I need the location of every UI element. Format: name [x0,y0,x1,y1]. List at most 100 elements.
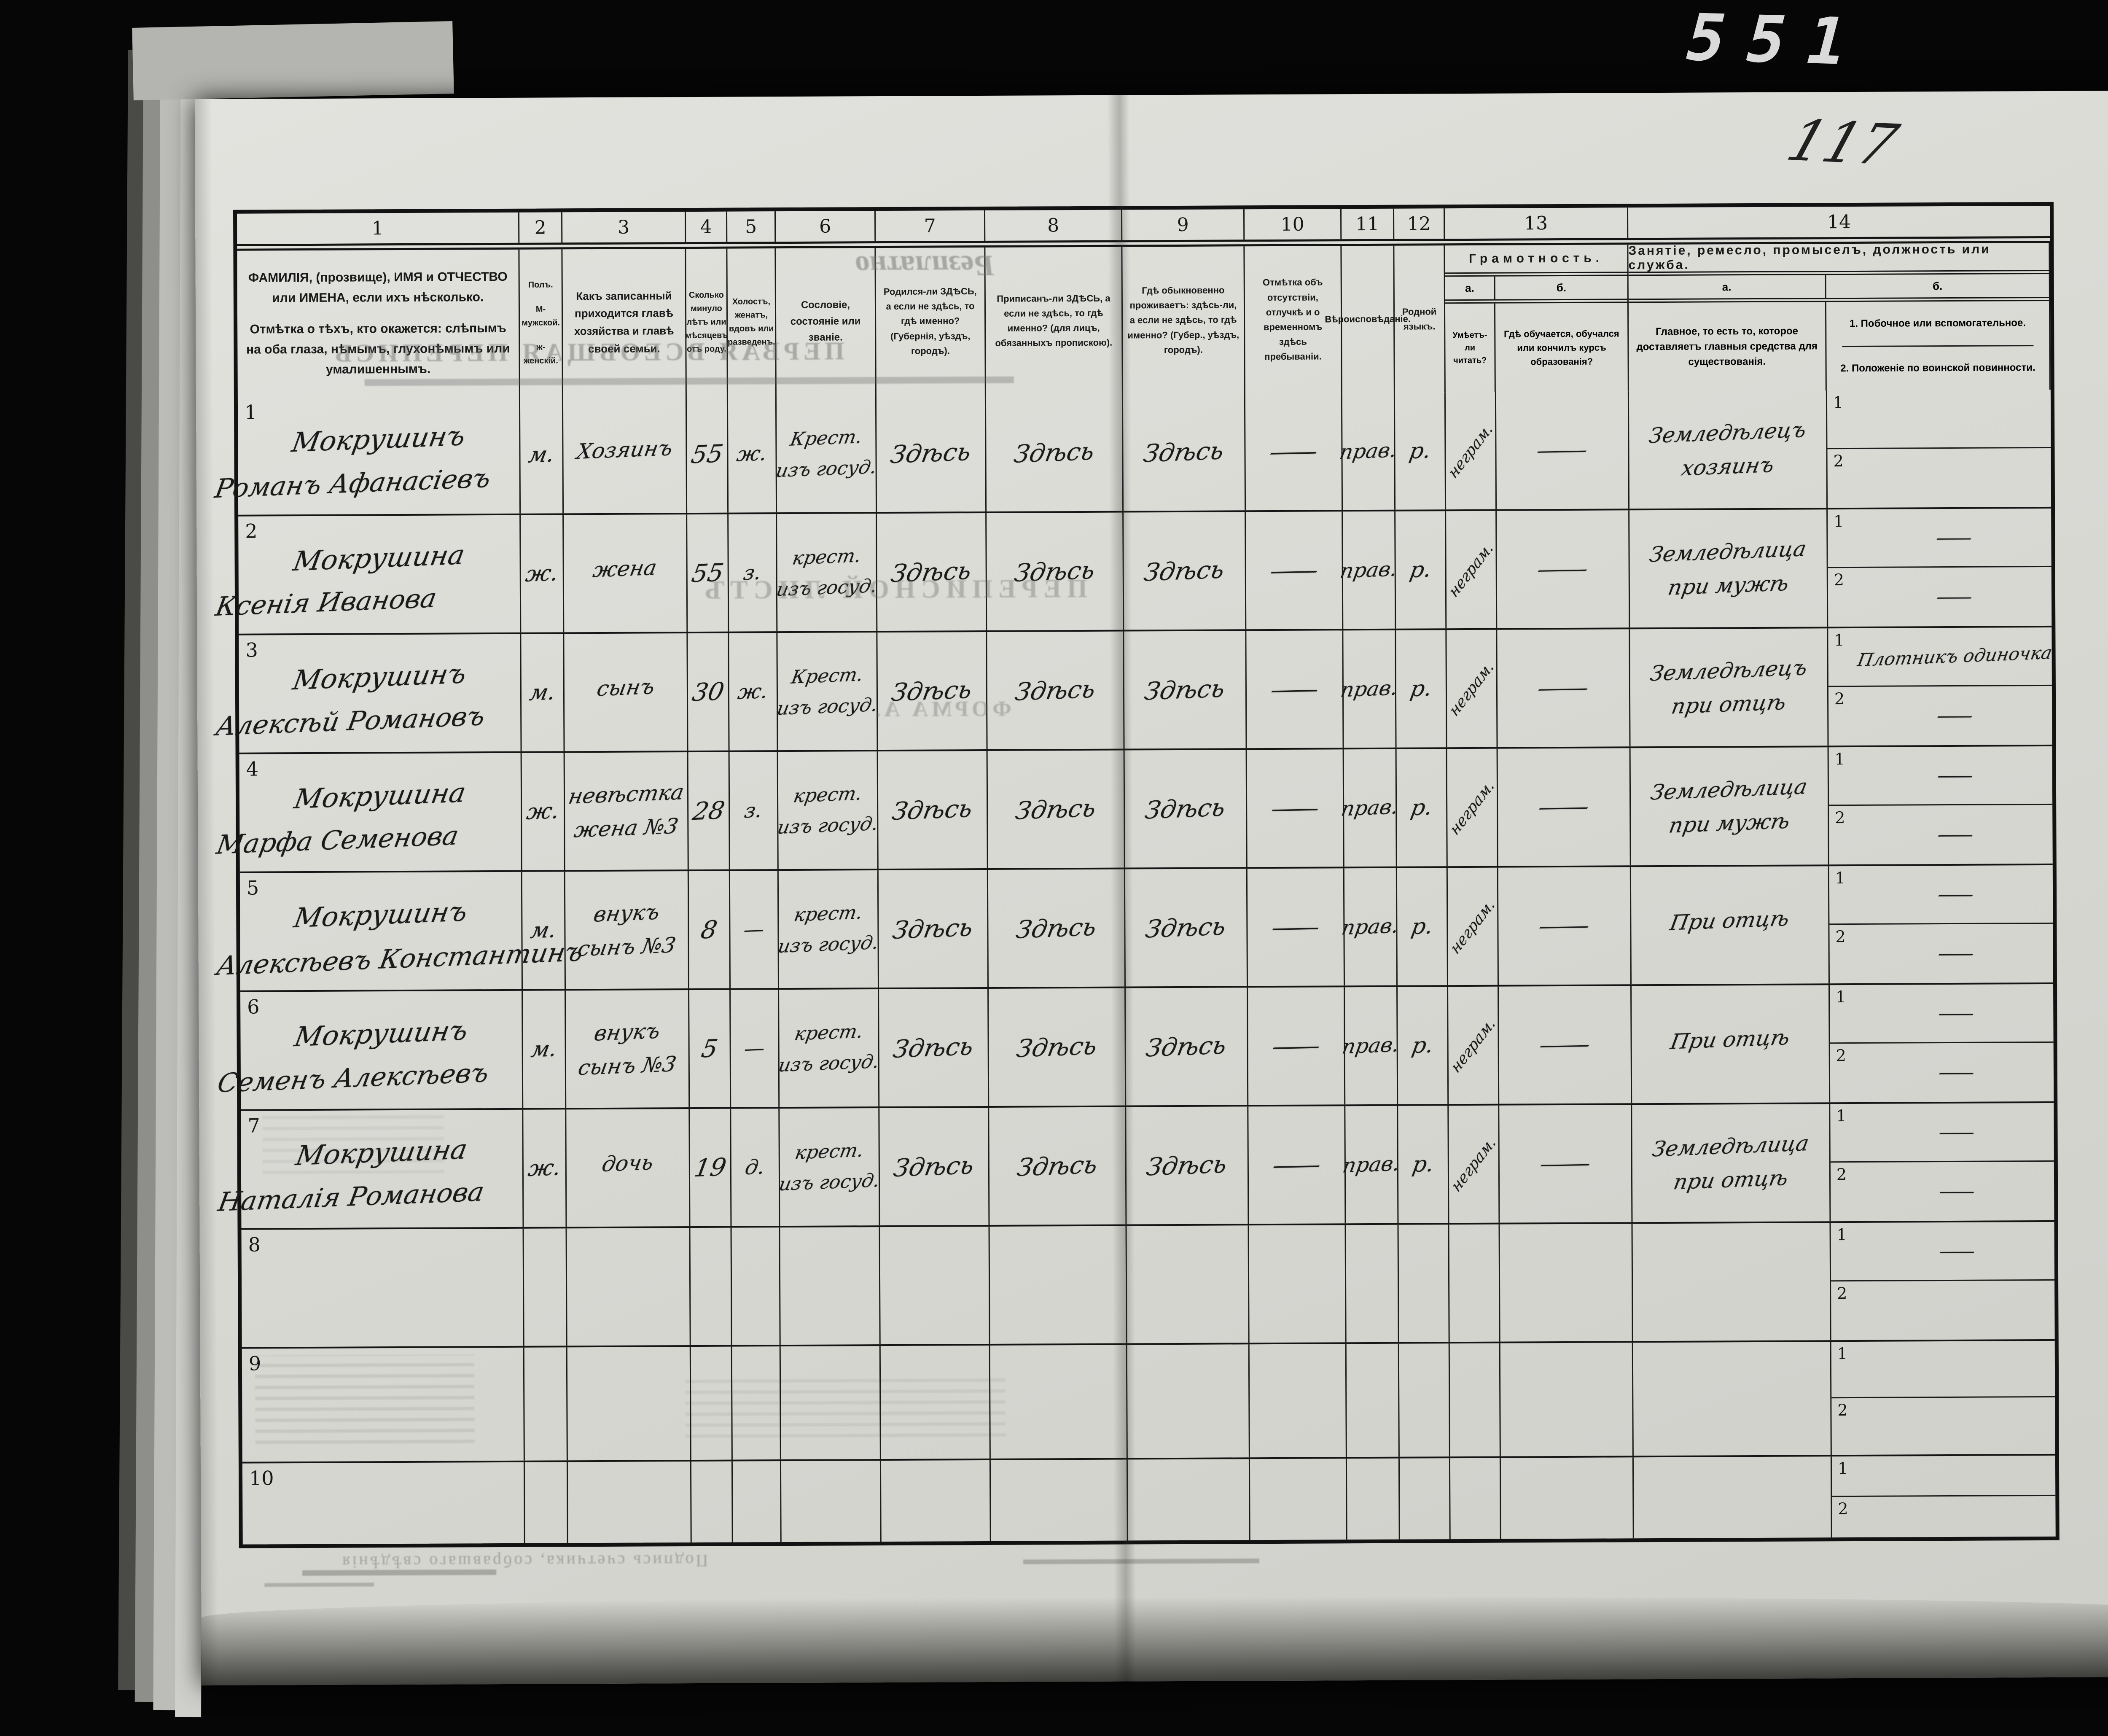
header-literacy-b: Гдѣ обучается, обучался или кончилъ курс… [1504,328,1619,367]
relationship: Хозяинъ [575,436,675,464]
marital-mark: ж. [736,679,770,704]
header-occupation-a: Главное, то есть то, которое доставляетъ… [1628,302,1827,392]
sub-label: 1 [1833,393,1844,412]
census-page: 117 Безплатно ПЕРВАЯ ВСЕОБЩАЯ ПЕРЕПИСЬ П… [194,90,2108,1686]
census-table: 1 2 3 4 5 6 7 8 9 10 11 12 13 14 ФАМИЛІЯ… [212,202,2060,1548]
literacy-mark: неграм. [1446,657,1497,720]
sex-mark: м. [526,441,557,468]
military-status: — [1936,1180,1979,1203]
estate-line2: изъ госуд. [775,813,880,839]
absence-dash: — [1267,794,1323,823]
resides-here: Здѣсь [1142,674,1228,706]
column-number: 12 [1394,208,1445,239]
registered-here: Здѣсь [1013,793,1098,825]
column-number: 4 [686,211,728,242]
table-row: 1 Мокрушинъ Романъ Афанасіевъ м. Хозяинъ… [212,389,2052,517]
surname: Мокрушинъ [292,1015,471,1053]
occupation-main-line1: Земледѣлица [1648,536,1809,567]
occupation-main-line2: при отцѣ [1670,689,1788,719]
header-occupation-b-label: б. [1932,279,1943,292]
row-number: 5 [246,876,259,899]
header-literacy-a-label: а. [1445,276,1496,300]
estate-line1: крест. [791,783,864,807]
resides-here: Здѣсь [1144,1031,1229,1063]
header-literacy-title: Грамотность. [1445,245,1627,277]
header-occupation: Занятіе, ремесло, промыселъ, должность и… [1628,242,2051,392]
born-here: Здѣсь [890,794,975,826]
sub-label: 2 [1835,927,1846,946]
sex-mark: м. [527,679,557,706]
marital-mark: з. [742,798,764,823]
marital-mark: ж. [735,441,769,466]
born-here: Здѣсь [889,556,974,588]
row-number: 10 [249,1467,274,1490]
literacy-mark: неграм. [1448,1133,1499,1195]
column-number: 10 [1244,209,1342,240]
row-number: 6 [247,995,260,1018]
footer-microprint [264,1583,374,1587]
row-number: 4 [246,757,259,781]
registered-here: Здѣсь [1012,555,1097,587]
language-mark: р. [1409,913,1435,940]
bleed-signature-line: Подпись счетчика, собравшаго свѣдѣнія [340,1551,708,1572]
relationship: жена [591,555,659,582]
absence-dash: — [1269,1151,1325,1179]
surname: Мокрушина [291,539,468,577]
occupation-side: — [1936,1240,1979,1262]
literacy-mark: неграм. [1447,776,1498,839]
military-status: — [1933,586,1976,608]
occupation-main-line1: Земледѣлецъ [1647,417,1808,448]
absence-dash: — [1267,913,1324,942]
literacy-dash: — [1533,557,1592,582]
table-row: 2 Мокрушина Ксенія Иванова ж. жена 55 з.… [213,508,2052,635]
header-language: Родной языкъ. [1394,245,1446,393]
footer-microprint [302,1569,497,1576]
column-number: 13 [1444,207,1629,239]
marital-mark: — [742,917,766,942]
age-value: 28 [690,796,727,826]
header-marital: Холостъ, женатъ, вдовъ или разведенъ. [727,248,777,396]
age-value: 19 [692,1152,729,1183]
surname: Мокрушинъ [290,658,469,696]
age-value: 8 [699,915,720,945]
header-sex: Полъ. М-мужской. ж-женскій. [519,249,563,396]
registered-here: Здѣсь [1015,1150,1100,1182]
header-occupation-b2: 2. Положеніе по воинской повинности. [1840,362,2035,374]
occupation-side: — [1935,1002,1978,1024]
occupation-side: Плотникъ одиночка [1856,642,2054,670]
sub-label: 2 [1834,571,1844,589]
religion-mark: прав. [1340,914,1401,940]
column-number: 7 [875,210,986,242]
relationship: внукъ [592,899,661,927]
estate-line1: крест. [790,545,863,569]
table-row: 7 Мокрушина Наталія Романова ж. дочь 19 … [216,1103,2054,1230]
column-number: 8 [985,210,1123,241]
sex-mark: ж. [526,1155,563,1182]
table-row: 6 Мокрушинъ Семенъ Алексѣевъ м. внукъ сын… [215,984,2054,1111]
table-row: 10 1 2 [242,1455,2056,1545]
header-estate: Сословіе, состояніе или званіе. [776,248,877,396]
language-mark: р. [1409,1032,1436,1059]
header-literacy: Грамотность. а. б. Умѣетъ-ли читать? Гдѣ… [1445,245,1629,393]
row-number: 3 [245,638,258,662]
resides-here: Здѣсь [1143,912,1229,944]
sub-label: 1 [1834,631,1844,650]
age-value: 5 [699,1034,720,1063]
occupation-main-line1: При отцѣ [1669,1025,1792,1054]
military-status: — [1935,1061,1978,1084]
literacy-mark: неграм. [1445,420,1496,482]
sub-label: 2 [1837,1401,1848,1420]
surname: Мокрушина [293,1133,470,1172]
sub-label: 1 [1836,1225,1847,1244]
column-number: 14 [1827,211,1851,233]
sex-mark: ж. [523,560,560,587]
literacy-mark: неграм. [1447,895,1498,958]
given-name: Романъ Афанасіевъ [212,462,493,504]
sub-label: 1 [1837,1344,1848,1363]
absence-dash: — [1266,556,1322,585]
estate-line1: Крест. [788,426,864,450]
page-stack-edge [134,44,163,1702]
film-frame-number: 551 [1677,0,1877,80]
header-name-column: ФАМИЛІЯ, (прозвище), ИМЯ и ОТЧЕСТВО или … [237,249,520,398]
registered-here: Здѣсь [1011,436,1097,468]
